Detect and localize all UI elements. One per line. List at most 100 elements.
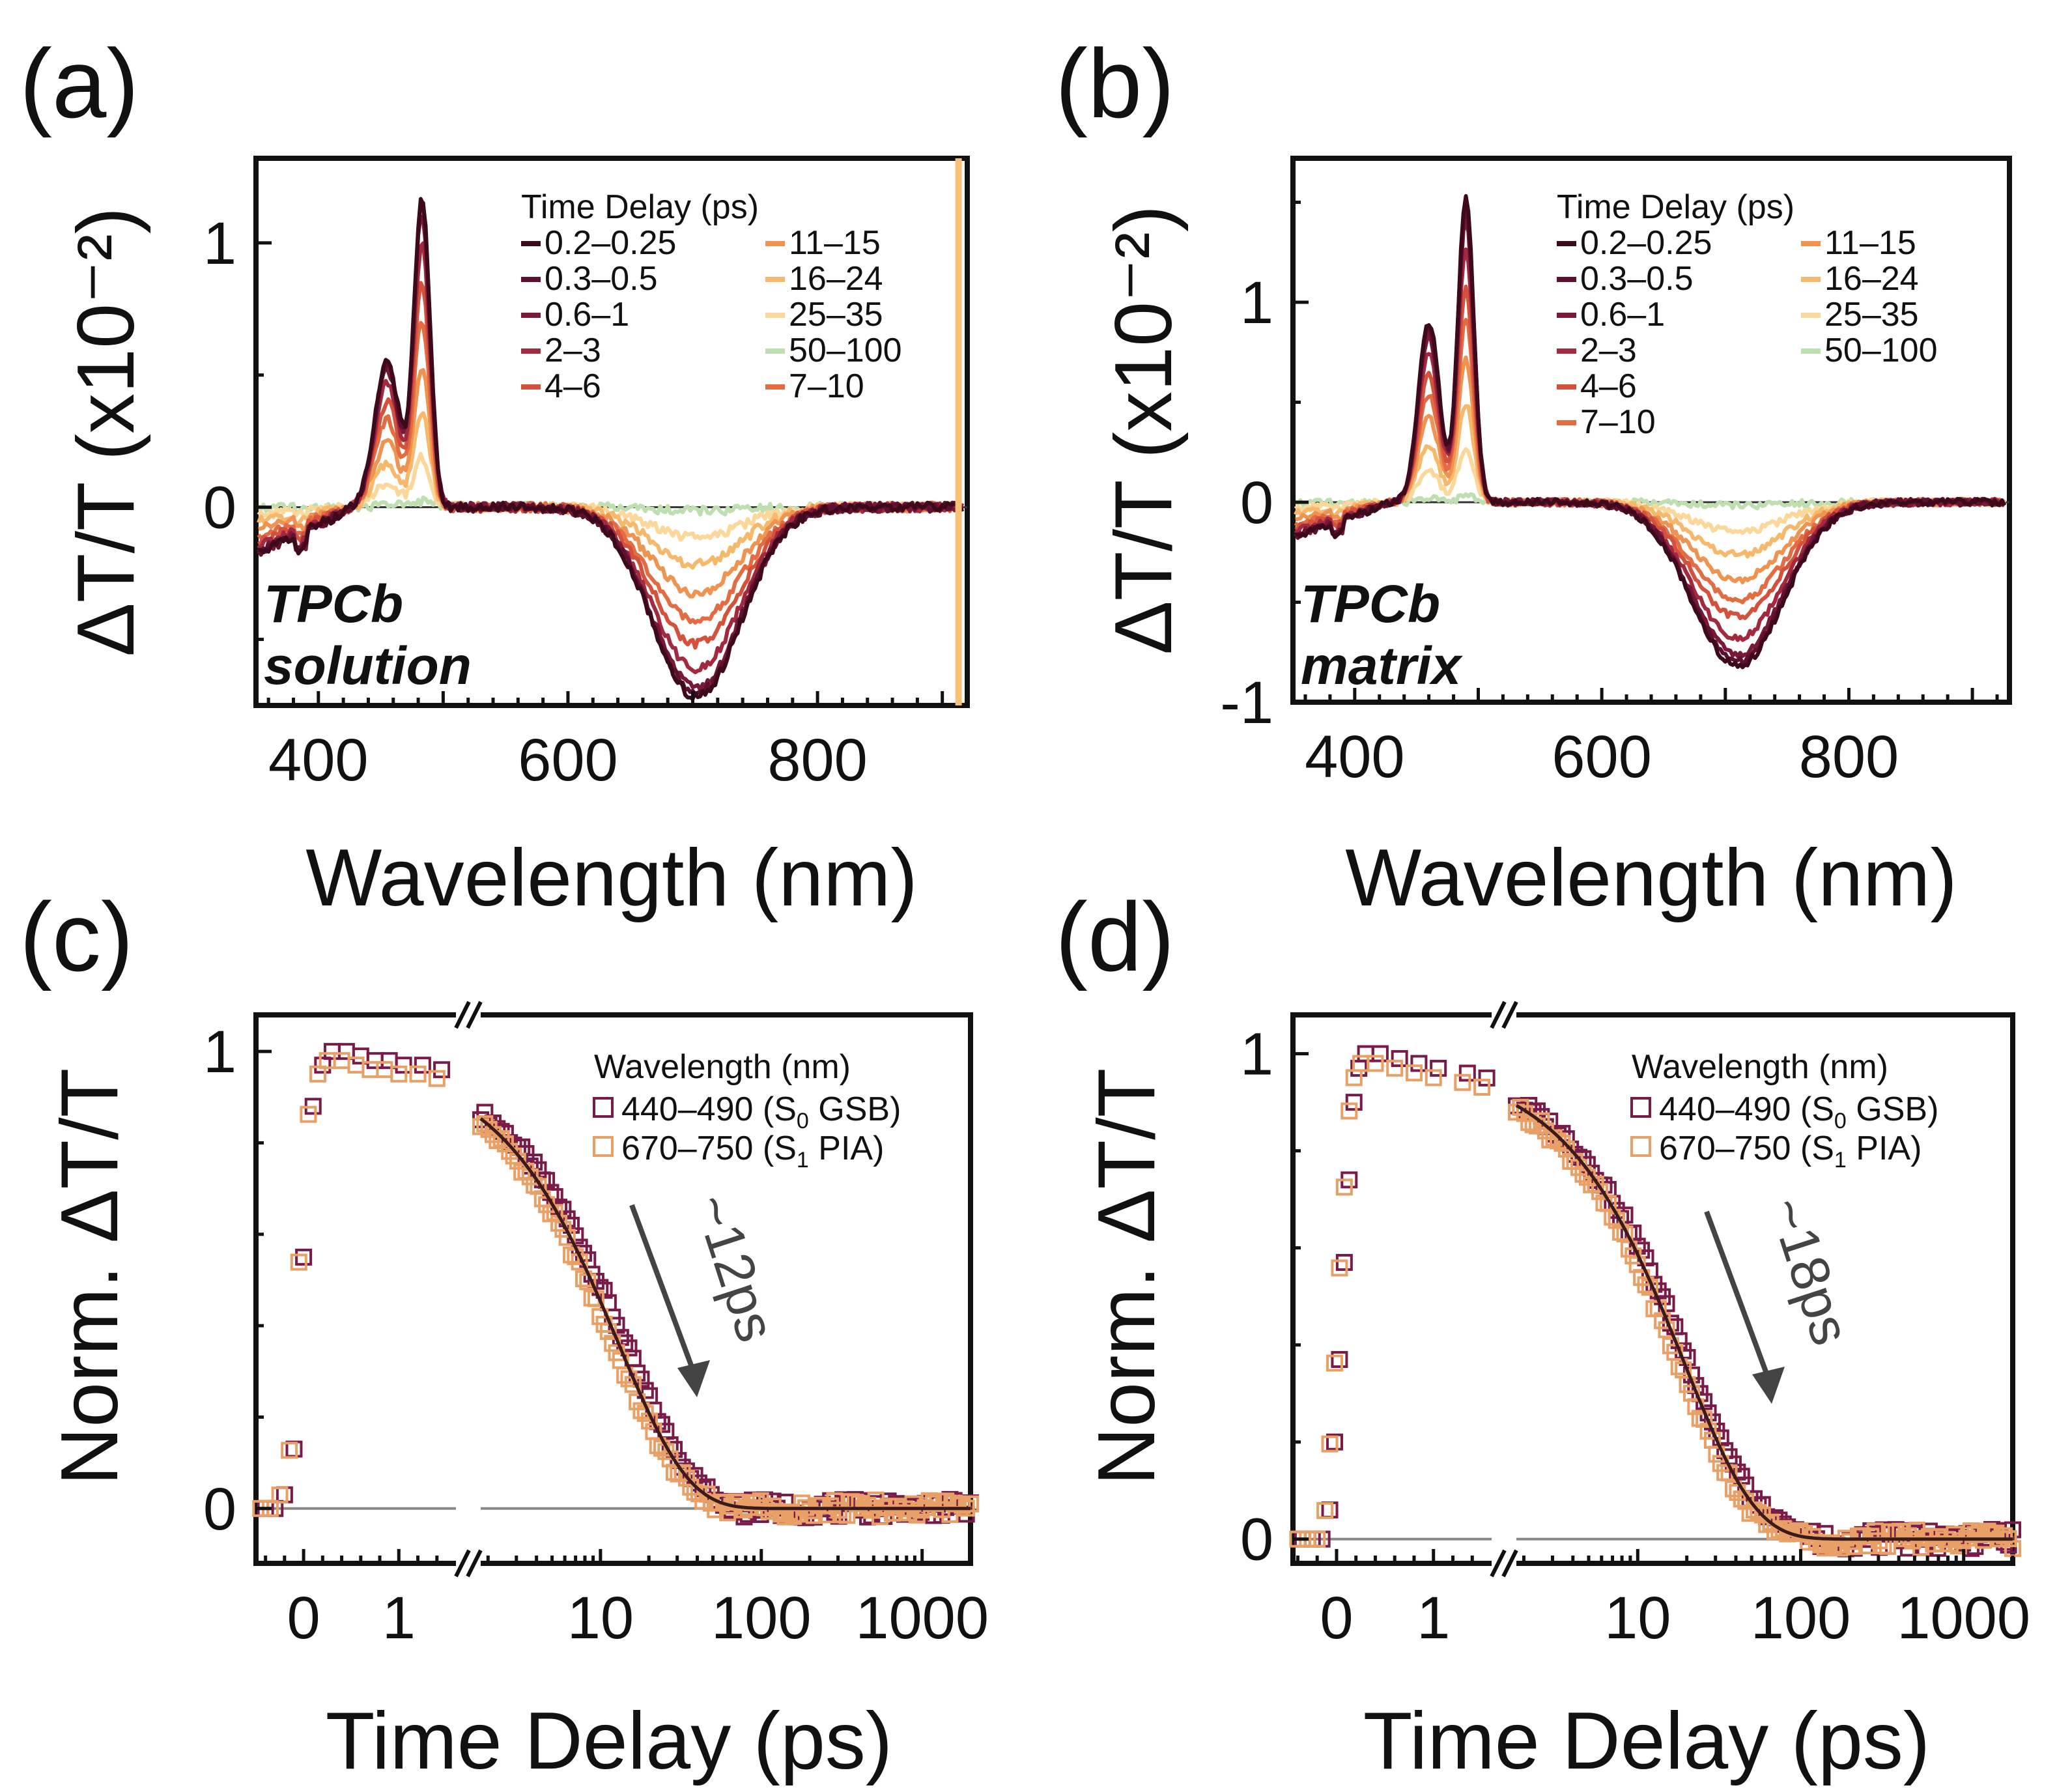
panel-b-y-title: ΔT/T (x10⁻²) [1099,205,1189,655]
panel-c-ticks: 010 1 10 100 1000 [203,1019,989,1651]
panel-b-series-11–15 [1295,355,2005,584]
panel-c-point-440–490 [433,1061,451,1079]
panel-a-ticks: 400 600 800 0 1 [203,210,969,793]
panel-d-point-670–750 [1367,1055,1384,1072]
panel-b: 400 600 800 -1 0 1 TPCb matrix Time Delay (ps… [1099,156,2012,923]
panel-d-point-440–490 [1326,1433,1343,1451]
panel-d-legend-marker [1630,1097,1651,1118]
panel-d: 010 1 10 100 1000 Wavelength (nm) 440–490 (S… [1082,1001,2030,1786]
panel-d-axis-break [1490,1001,1518,1578]
panel-a-legend-label: 16–24 [789,260,883,298]
panel-b-x-tick-label: 600 [1552,724,1652,790]
panel-b-curves [1293,194,2009,670]
panel-b-y-tick-label: 1 [1240,270,1273,336]
panel-d-data [1289,1045,2021,1557]
panel-b-legend: 0.2–0.250.3–0.50.6–12–34–67–10 11–1516–24… [1557,224,1938,441]
panel-d-legend-title: Wavelength (nm) [1632,1048,1888,1086]
panel-d-x-tick-label: 1 [1417,1585,1450,1651]
panel-d-point-670–750 [1345,1069,1363,1087]
panel-c-point-670–750 [546,1204,563,1221]
panel-a-legend-label: 0.2–0.25 [545,224,676,262]
panel-d-fit-curve [1515,1103,2013,1541]
panel-d-point-440–490 [1410,1055,1428,1072]
panel-b-sample-line2: matrix [1301,636,1464,696]
panel-c-point-670–750 [300,1105,317,1123]
panel-c-legend: 440–490 (S0 GSB)670–750 (S1 PIA) [593,1090,901,1173]
panel-b-legend-label: 25–35 [1824,296,1919,334]
panel-d-point-440–490 [1345,1094,1363,1111]
panel-c-legend-label: 440–490 (S0 GSB) [621,1090,901,1133]
panel-c-y-tick-label: 0 [203,1476,236,1543]
panel-c-y-title: Norm. ΔT/T [45,1068,135,1486]
panel-a-x-tick-label: 400 [268,727,369,793]
panel-c-point-440–490 [366,1052,384,1070]
panel-a-legend-label: 50–100 [789,332,902,369]
panel-d-point-670–750 [1321,1435,1339,1453]
panel-c-x-title: Time Delay (ps) [326,1696,892,1786]
panel-a-y-title: ΔT/T (x10⁻²) [61,207,151,657]
panel-a: 400 600 800 0 1 TPCb solution Time Delay (ps… [61,156,970,923]
panel-d-point-440–490 [1391,1050,1408,1068]
panel-d-point-670–750 [1386,1059,1404,1077]
panel-d-legend-marker [1630,1136,1651,1157]
panel-c-point-670–750 [599,1322,617,1340]
panel-b-legend-label: 2–3 [1580,332,1637,369]
panel-b-legend-title: Time Delay (ps) [1557,188,1795,226]
panel-d-lifetime: ~18ps [1757,1190,1862,1352]
panel-b-y-tick-label: -1 [1220,670,1273,736]
panel-a-series-0.2–0.25 [258,197,965,701]
panel-c-frame-left [253,1012,456,1566]
panel-b-legend-label: 0.6–1 [1580,296,1665,334]
panel-d-point-670–750 [1454,1074,1471,1091]
panel-b-x-tick-label: 400 [1305,724,1405,790]
panel-c-point-440–490 [414,1057,431,1074]
panel-c-point-670–750 [333,1052,350,1070]
panel-a-legend-label: 25–35 [789,296,883,334]
panel-d-point-670–750 [1473,1079,1491,1096]
panel-d-y-tick-label: 1 [1240,1021,1273,1088]
panel-d-arrowhead [1752,1367,1785,1404]
panel-c-lifetime: ~12ps [683,1187,787,1349]
panel-c-point-670–750 [271,1486,289,1504]
panel-d-legend-label: 440–490 (S0 GSB) [1659,1090,1938,1133]
panel-d-legend: 440–490 (S0 GSB)670–750 (S1 PIA) [1630,1090,1938,1173]
panel-c-point-670–750 [376,1060,393,1078]
panel-b-legend-label: 7–10 [1580,403,1656,441]
panel-a-x-tick-label: 600 [518,727,618,793]
panel-d-point-440–490 [1371,1045,1389,1062]
panel-c: 010 1 10 100 1000 Wavelength (nm) 440–490 (S… [45,1001,989,1786]
panel-a-sample-line1: TPCb [264,575,403,634]
panel-b-x-tick-label: 800 [1799,724,1899,790]
panel-c-legend-title: Wavelength (nm) [594,1048,851,1086]
panel-d-point-670–750 [1309,1530,1326,1548]
panel-c-point-440–490 [295,1248,313,1266]
panel-d-y-tick-label: 0 [1240,1507,1273,1573]
panel-c-fit-curve [479,1117,971,1511]
panel-a-y-tick-label: 0 [203,475,236,541]
panel-b-ticks: 400 600 800 -1 0 1 [1220,201,1999,790]
panel-c-point-440–490 [276,1486,293,1503]
panel-d-ticks: 010 1 10 100 1000 [1240,1021,2030,1651]
panel-d-x-title: Time Delay (ps) [1363,1696,1930,1786]
panel-c-arrow [629,1204,700,1382]
panel-c-point-670–750 [428,1070,446,1087]
panel-d-y-title: Norm. ΔT/T [1082,1068,1172,1486]
panel-a-legend-label: 0.3–0.5 [545,260,658,298]
panel-d-point-670–750 [1533,1112,1550,1130]
panel-c-arrowhead [677,1360,710,1397]
panel-d-point-440–490 [1321,1501,1339,1519]
panel-c-point-670–750 [281,1442,298,1459]
panel-b-legend-label: 50–100 [1824,332,1938,369]
panel-a-legend: 0.2–0.250.3–0.50.6–12–34–6 11–1516–2425–3… [521,224,902,405]
panel-d-point-670–750 [1326,1354,1343,1372]
panel-d-letter: (d) [1055,882,1174,991]
panel-c-point-670–750 [390,1065,408,1083]
panel-d-point-440–490 [1458,1064,1476,1082]
panel-a-y-tick-label: 1 [203,210,236,277]
panel-d-point-670–750 [1553,1135,1571,1152]
panel-c-x-tick-label: 1 [382,1585,416,1651]
panel-c-x-tick-label: 10 [567,1585,634,1651]
panel-c-legend-marker [593,1097,614,1118]
panel-b-legend-label: 0.2–0.25 [1580,224,1712,262]
panel-a-legend-label: 2–3 [545,332,601,369]
